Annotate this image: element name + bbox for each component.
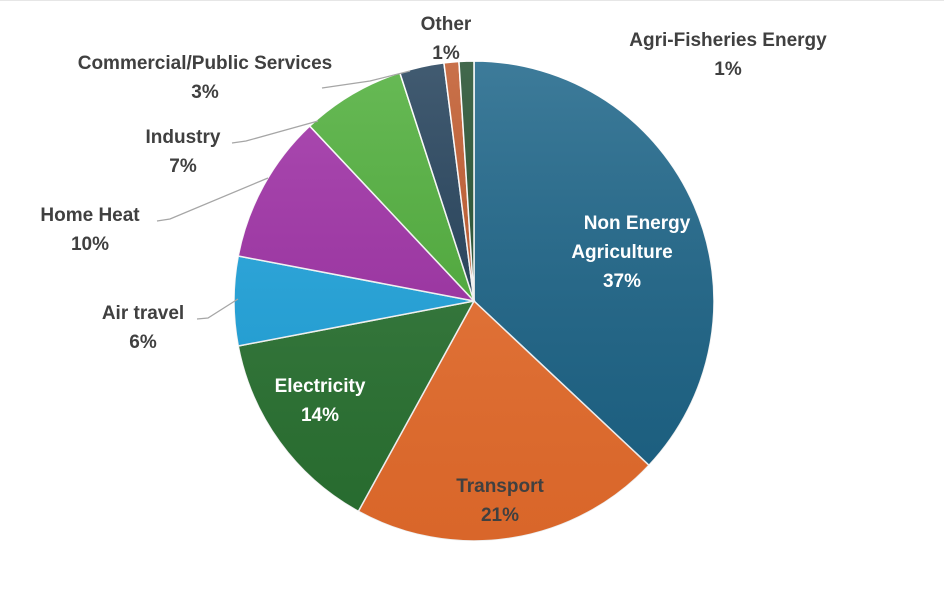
- leader-line-commercial: [321, 70, 411, 89]
- data-label-commercial-public-services: Commercial/Public Services: [78, 53, 333, 74]
- pct-label-home-heat: 10%: [71, 234, 109, 255]
- data-label-home-heat: Home Heat: [40, 205, 140, 226]
- data-label-industry: Industry: [146, 127, 221, 148]
- pct-label-other: 1%: [432, 43, 460, 64]
- data-label-air-travel: Air travel: [102, 303, 184, 324]
- pct-label-air-travel: 6%: [129, 332, 157, 353]
- pct-label-commercial-public-services: 3%: [191, 82, 219, 103]
- pct-label-transport: 21%: [481, 505, 519, 526]
- leader-line-industry: [231, 120, 319, 144]
- data-label-agri-fisheries-energy: Agri-Fisheries Energy: [629, 30, 827, 51]
- pct-label-non-energy-agriculture: 37%: [603, 271, 641, 292]
- leader-line-home-heat: [156, 177, 269, 222]
- pct-label-agri-fisheries-energy: 1%: [714, 59, 742, 80]
- leader-line-air-travel: [196, 298, 239, 320]
- data-label-electricity: Electricity: [275, 376, 366, 397]
- pct-label-industry: 7%: [169, 156, 197, 177]
- data-label-transport: Transport: [456, 476, 544, 497]
- data-label-non-energy-agriculture-line2: Agriculture: [571, 242, 672, 263]
- data-label-other: Other: [421, 14, 472, 35]
- data-label-non-energy-agriculture-line1: Non Energy: [584, 213, 691, 234]
- pct-label-electricity: 14%: [301, 405, 339, 426]
